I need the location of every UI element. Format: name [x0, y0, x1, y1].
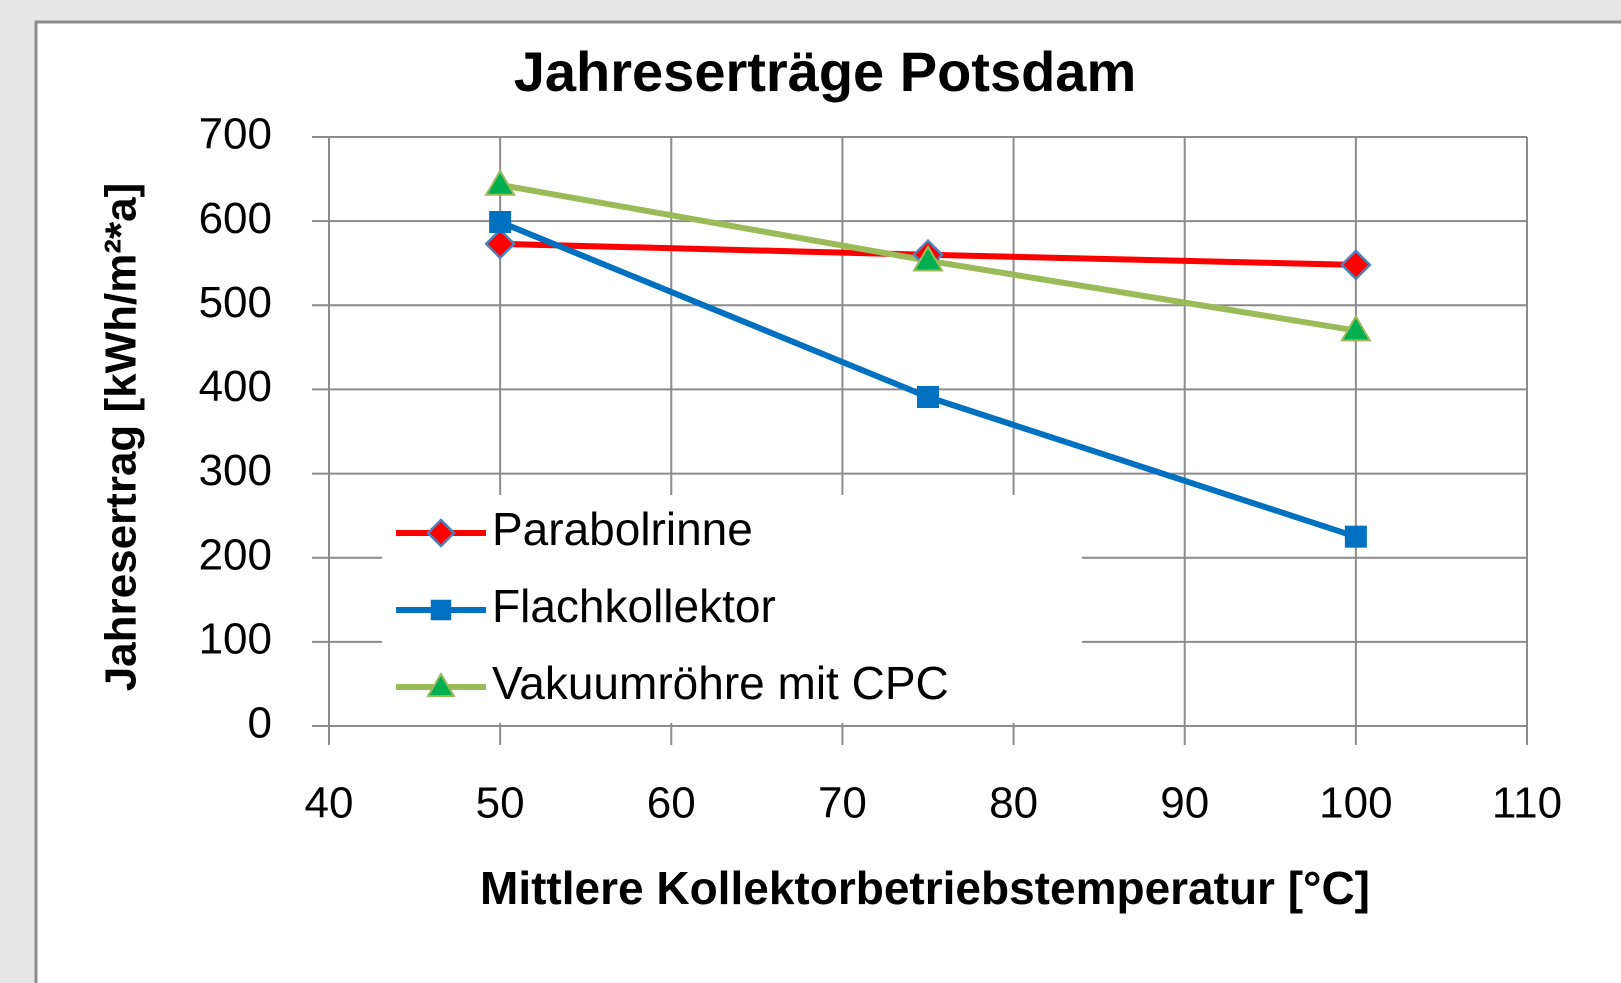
- legend-label: Parabolrinne: [492, 503, 753, 555]
- marker: [1344, 525, 1367, 548]
- y-tick-label: 600: [199, 194, 272, 243]
- x-tick-label: 110: [1492, 779, 1562, 828]
- marker: [912, 244, 944, 272]
- x-tick-label: 80: [989, 779, 1038, 828]
- marker: [484, 228, 516, 260]
- marker: [489, 210, 512, 233]
- legend-label: Vakuumröhre mit CPC: [492, 657, 949, 709]
- y-tick-label: 0: [248, 699, 272, 748]
- y-axis-label: Jahresertrag [kWh/m²*a]: [97, 183, 146, 692]
- marker: [1340, 249, 1372, 281]
- marker: [484, 168, 516, 196]
- x-tick-label: 60: [647, 779, 696, 828]
- y-tick-label: 300: [199, 446, 272, 495]
- y-tick-label: 500: [199, 278, 272, 327]
- x-tick-label: 90: [1160, 779, 1209, 828]
- chart-title: Jahreserträge Potsdam: [514, 40, 1137, 103]
- x-axis-label: Mittlere Kollektorbetriebstemperatur [°C…: [480, 862, 1370, 914]
- y-tick-label: 400: [199, 362, 272, 411]
- x-tick-label: 70: [818, 779, 867, 828]
- x-tick-label: 40: [305, 779, 354, 828]
- marker: [1340, 314, 1372, 342]
- x-tick-label: 100: [1319, 779, 1392, 828]
- legend-marker: [426, 672, 456, 698]
- y-tick-label: 100: [199, 614, 272, 663]
- legend-marker: [426, 518, 456, 548]
- legend-box: [382, 495, 1082, 723]
- marker: [917, 386, 939, 409]
- x-tick-label: 50: [476, 779, 525, 828]
- legend-marker: [430, 599, 452, 621]
- legend-label: Flachkollektor: [492, 580, 776, 632]
- y-tick-label: 700: [199, 110, 272, 159]
- y-tick-label: 200: [199, 530, 272, 579]
